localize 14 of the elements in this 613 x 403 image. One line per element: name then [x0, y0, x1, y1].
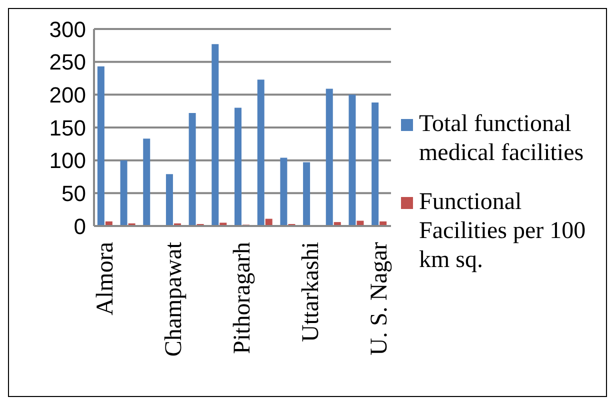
legend-label: Functional Facilities per 100 km sq.: [419, 188, 587, 275]
x-tick-label: Almora: [92, 242, 118, 316]
y-tick-label: 250: [49, 50, 86, 75]
y-tick-label: 150: [49, 115, 86, 140]
y-tick-label: 50: [62, 180, 86, 206]
y-tick-label: 200: [49, 82, 86, 108]
legend-label: Total functional medical facilities: [419, 110, 585, 168]
y-tick-label: 100: [49, 148, 86, 174]
x-tick-label: Champawat: [160, 242, 187, 357]
x-tick-label: U. S. Nagar: [366, 242, 393, 356]
x-tick-label: Uttarkashi: [298, 242, 324, 342]
y-tick-label: 0: [74, 214, 86, 239]
x-tick-label: Pithoragarh: [230, 242, 256, 354]
y-tick-label: 300: [49, 16, 86, 42]
